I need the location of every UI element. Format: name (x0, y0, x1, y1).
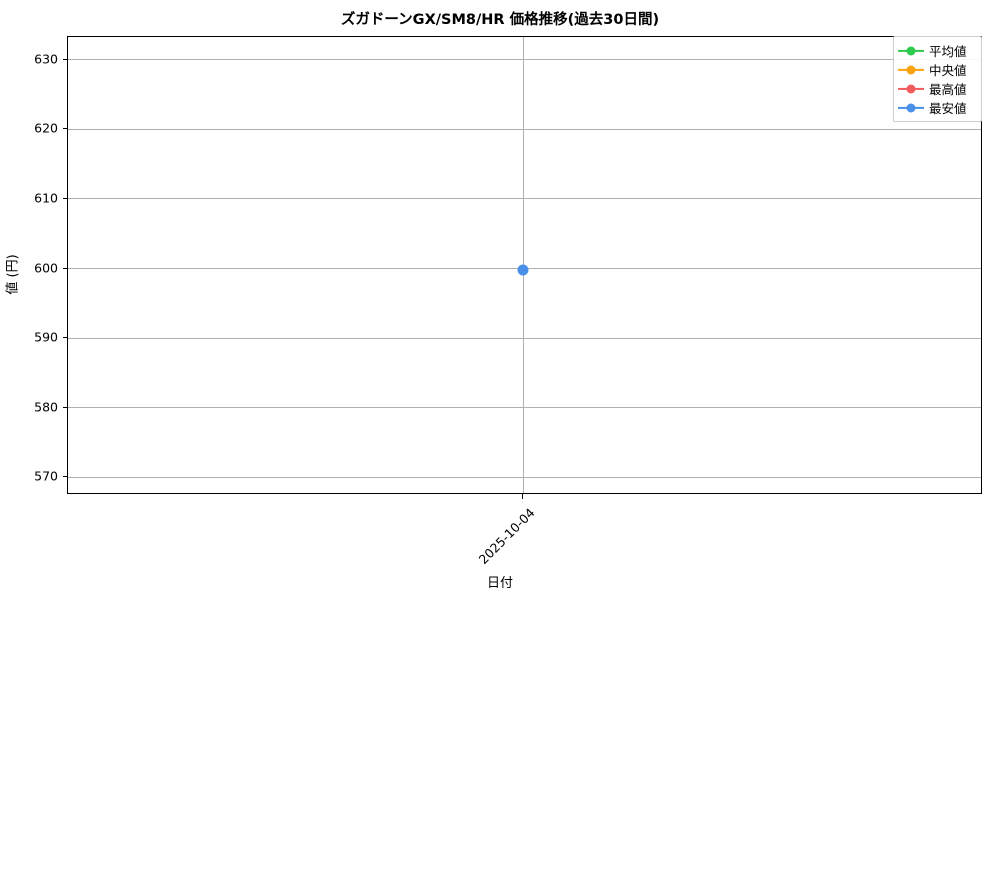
legend-label: 最高値 (929, 82, 967, 97)
y-tick-label: 610 (34, 190, 58, 206)
legend-marker-icon (898, 64, 924, 76)
y-axis-tick-labels: 630 620 610 600 590 580 570 (0, 0, 58, 600)
plot-area (67, 36, 982, 494)
chart-figure: ズガドーンGX/SM8/HR 価格推移(過去30日間) 値 (円) 630 62… (0, 0, 982, 600)
y-tick-mark (63, 476, 68, 478)
y-tick-label: 620 (34, 120, 58, 136)
legend-label: 平均値 (929, 44, 967, 59)
gridline-horizontal (68, 477, 981, 478)
gridline-horizontal (68, 338, 981, 339)
x-tick-mark (522, 494, 524, 499)
y-tick-label: 600 (34, 260, 58, 276)
y-tick-mark (63, 268, 68, 270)
y-tick-label: 570 (34, 468, 58, 484)
y-tick-mark (63, 198, 68, 200)
legend-label: 中央値 (929, 63, 967, 78)
gridline-horizontal (68, 129, 981, 130)
y-tick-label: 590 (34, 329, 58, 345)
legend-marker-icon (898, 102, 924, 114)
legend-item-average[interactable]: 平均値 (898, 41, 976, 60)
y-tick-mark (63, 59, 68, 61)
y-tick-mark (63, 337, 68, 339)
y-tick-mark (63, 128, 68, 130)
gridline-horizontal (68, 407, 981, 408)
chart-title: ズガドーンGX/SM8/HR 価格推移(過去30日間) (340, 12, 660, 28)
y-tick-label: 630 (34, 51, 58, 67)
x-axis-label: 日付 (486, 576, 513, 591)
chart-legend: 平均値 中央値 最高値 最安値 (893, 36, 982, 122)
y-tick-label: 580 (34, 399, 58, 415)
legend-item-lowest[interactable]: 最安値 (898, 98, 976, 117)
legend-label: 最安値 (929, 101, 967, 116)
legend-item-median[interactable]: 中央値 (898, 60, 976, 79)
gridline-horizontal (68, 59, 981, 60)
gridline-horizontal (68, 198, 981, 199)
legend-item-highest[interactable]: 最高値 (898, 79, 976, 98)
legend-marker-icon (898, 83, 924, 95)
legend-marker-icon (898, 45, 924, 57)
data-point-marker (517, 264, 529, 276)
x-tick-label: 2025-10-04 (475, 505, 538, 567)
y-tick-mark (63, 407, 68, 409)
